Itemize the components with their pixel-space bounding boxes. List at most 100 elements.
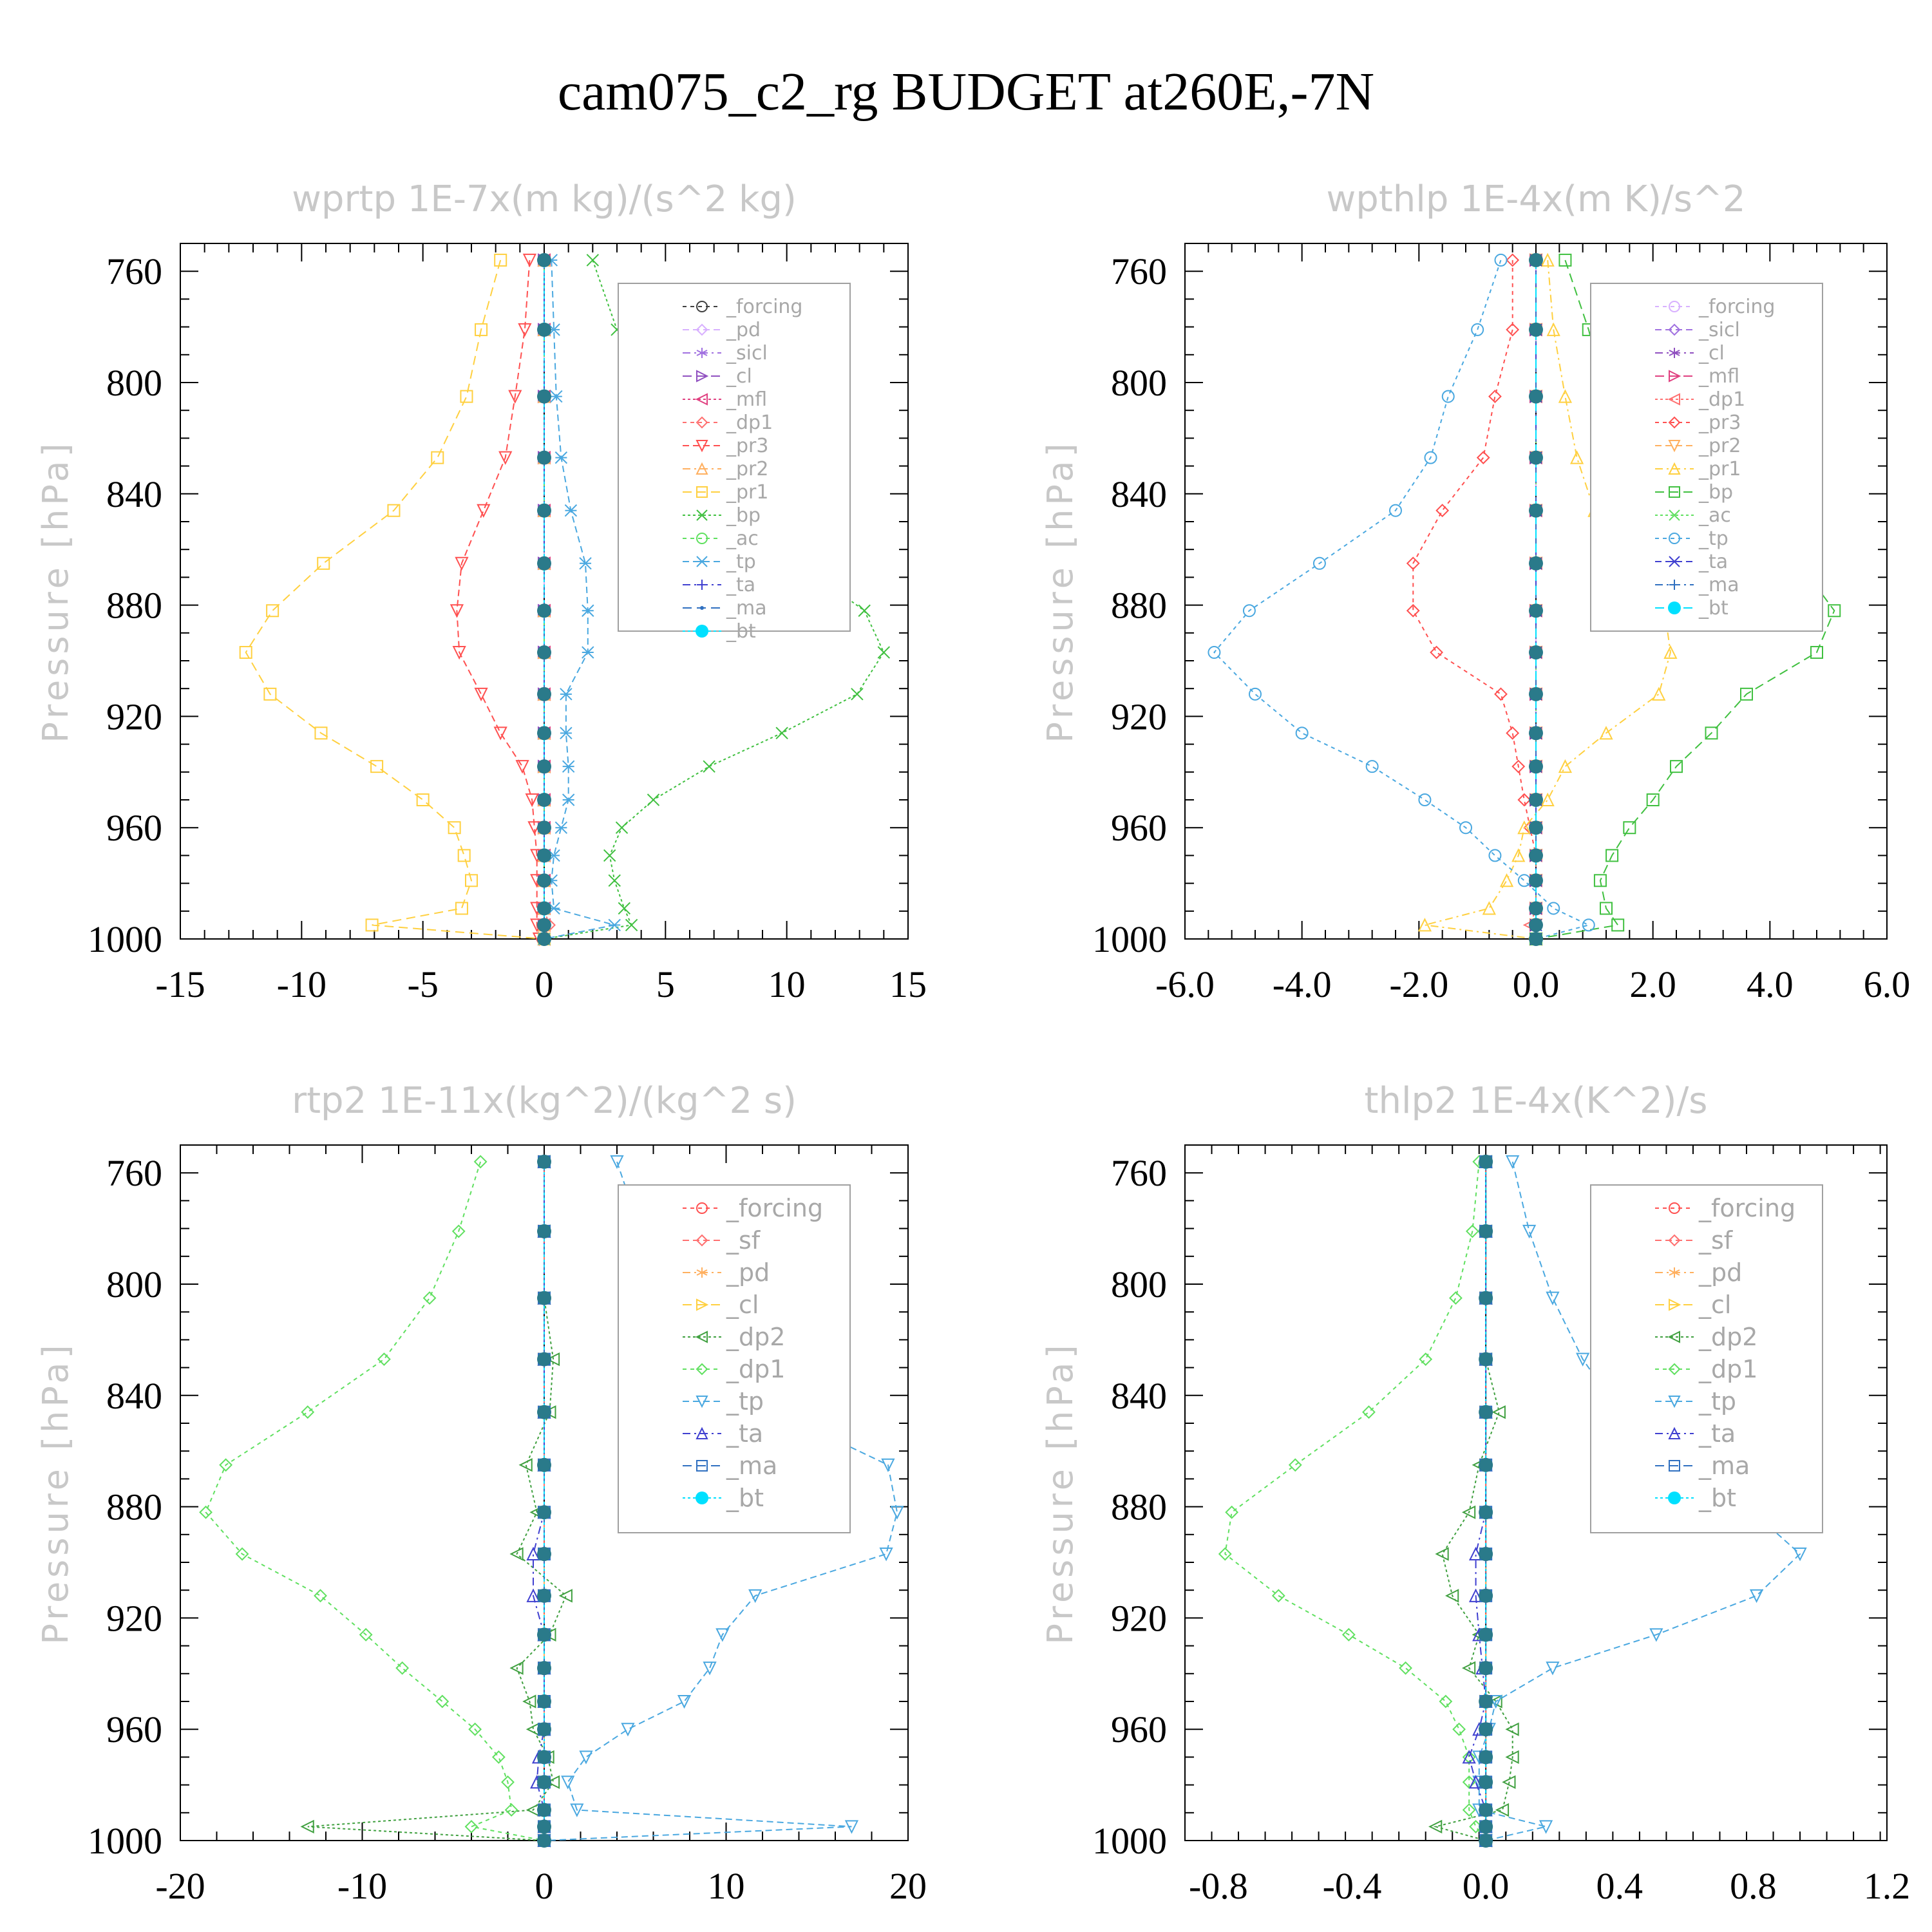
data-point [1406,603,1420,618]
data-point [509,1547,524,1561]
legend-label: _ma [1698,574,1739,596]
legend-label: _pr1 [1698,458,1741,480]
data-point [1529,820,1543,835]
legend-label: _forcing [1698,296,1775,318]
data-point [564,504,578,517]
x-tick-label: 0.4 [1596,1865,1643,1907]
data-point [1218,1547,1232,1561]
series-line [1213,260,1591,940]
legend-marker [1668,323,1681,336]
data-point [562,760,575,773]
data-point [473,1155,488,1169]
legend-label: _tp [1698,527,1728,550]
legend-marker [1668,601,1681,614]
data-point [1670,760,1683,773]
y-tick-label: 880 [106,1486,162,1528]
data-point [1468,1775,1483,1789]
data-point [387,504,401,517]
data-point [579,557,592,570]
legend-label: _dp1 [726,412,773,434]
data-point [615,821,629,834]
panel-title: rtp2 1E-11x(kg^2)/(kg^2 s) [292,1080,797,1122]
data-point [586,254,600,267]
data-point [1489,1695,1503,1709]
y-tick-label: 920 [1111,696,1167,737]
data-point [1494,687,1508,701]
data-point [537,1661,551,1676]
data-point [263,687,277,701]
data-point [491,1750,506,1764]
y-tick-label: 800 [106,362,162,404]
legend-label: _forcing [1698,1194,1795,1222]
y-tick-label: 760 [1111,1152,1167,1194]
legend-marker [1669,1267,1680,1278]
legend-label: _pd [1698,1258,1742,1287]
legend-marker [1669,1460,1680,1472]
series-line [1425,260,1671,940]
data-point [537,1154,551,1169]
data-point [1295,726,1309,740]
legend-marker [1668,1363,1681,1376]
data-point [879,1548,893,1562]
data-point [647,793,660,806]
data-point [1249,687,1262,701]
data-point [455,556,469,571]
data-point [1479,1819,1493,1834]
data-point [1810,646,1823,659]
data-point [1479,1750,1493,1765]
legend-label: _ma [1698,1452,1750,1480]
data-point [844,1820,859,1834]
data-point [890,1506,904,1520]
data-point [1529,645,1543,660]
legend-marker [696,370,709,383]
legend-label: _pr2 [726,458,768,480]
data-point [1428,1819,1443,1834]
data-point [1479,1352,1493,1367]
x-tick-label: 2.0 [1629,963,1676,1005]
data-point [1488,390,1502,404]
y-axis-label: Pressure [hPa] [1040,1341,1081,1644]
x-tick-label: 10 [768,963,806,1005]
legend-marker [696,625,708,638]
data-point [877,646,891,659]
data-point [448,821,461,835]
legend-label: _sicl [726,342,768,365]
data-point [1605,849,1619,862]
data-point [1529,901,1543,916]
legend-label: _cl [1698,1291,1731,1319]
legend-marker [696,301,708,312]
x-tick-label: -0.8 [1189,1865,1248,1907]
data-point [858,604,871,617]
data-point [570,1803,584,1817]
data-point [1793,1548,1807,1562]
data-point [603,849,616,862]
data-point [582,604,594,617]
data-point [1623,821,1636,835]
x-tick-label: 0 [535,1865,554,1907]
data-point [1505,1722,1519,1736]
data-point [1511,848,1526,862]
x-tick-label: 5 [656,963,675,1005]
y-tick-label: 760 [106,251,162,292]
data-point [494,253,507,267]
data-point [1558,759,1573,773]
data-point [537,1750,551,1765]
data-point [537,848,551,863]
legend-label: _dp1 [726,1355,785,1383]
data-point [1506,726,1520,740]
data-point [1529,322,1543,337]
data-point [508,390,522,404]
legend-label: _ta [1698,551,1728,573]
data-point [554,821,568,834]
data-point [1476,451,1490,465]
x-tick-label: 0 [535,963,554,1005]
legend-label: _bt [1698,597,1728,620]
data-point [1517,793,1531,807]
x-tick-label: -20 [155,1865,205,1907]
data-point [1646,793,1660,806]
legend-label: _cl [726,1291,759,1319]
legend-box [618,1184,851,1533]
data-point [422,1291,437,1305]
data-point [881,1458,895,1473]
y-axis-label: Pressure [hPa] [35,1341,76,1644]
